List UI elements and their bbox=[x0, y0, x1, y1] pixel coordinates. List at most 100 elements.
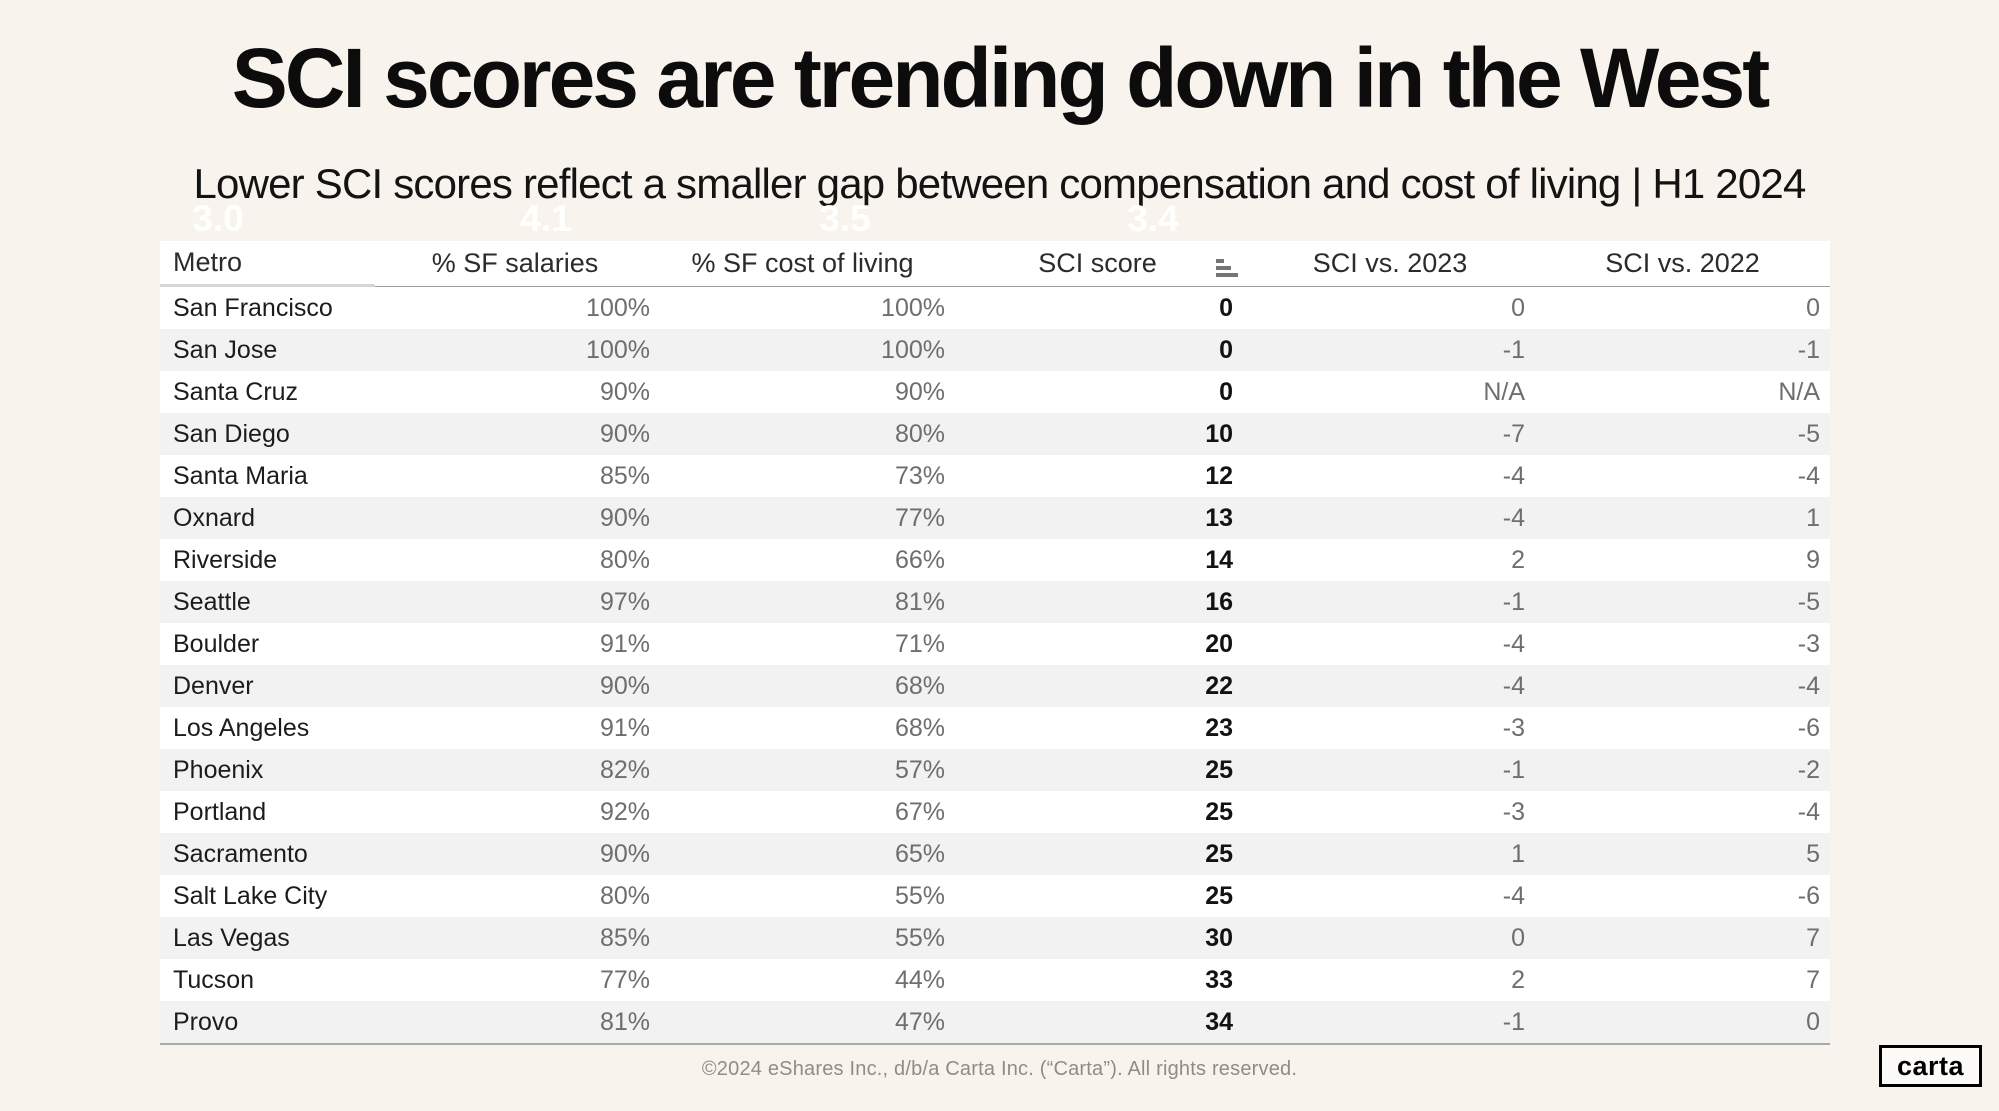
carta-logo: carta bbox=[1879, 1045, 1982, 1087]
cell-sci-vs-2023: 2 bbox=[1511, 965, 1525, 994]
cell-sf-salaries: 91% bbox=[599, 713, 650, 742]
cell-sci-score: 34 bbox=[1205, 1007, 1233, 1036]
cell-sf-salaries: 90% bbox=[599, 377, 650, 406]
cell-sci-score: 0 bbox=[1219, 335, 1233, 364]
column-header-sf-salaries: % SF salaries bbox=[375, 241, 655, 287]
column-header-sci-vs-2023: SCI vs. 2023 bbox=[1245, 241, 1535, 287]
cell-metro: San Jose bbox=[173, 335, 278, 364]
table-row: Santa Maria 85% 73% 12 -4 -4 bbox=[160, 455, 1830, 497]
cell-sf-salaries: 97% bbox=[599, 587, 650, 616]
page-title: SCI scores are trending down in the West bbox=[231, 31, 1770, 125]
cell-sf-cost-of-living: 80% bbox=[894, 419, 945, 448]
cell-metro: Sacramento bbox=[173, 839, 308, 868]
cell-metro: Provo bbox=[173, 1007, 239, 1036]
cell-metro: Los Angeles bbox=[173, 713, 310, 742]
cell-sci-vs-2022: -6 bbox=[1797, 713, 1820, 742]
ghost-label: 4.1 bbox=[520, 198, 572, 239]
cell-sci-vs-2023: -1 bbox=[1502, 755, 1525, 784]
ghost-label: 3.0 bbox=[192, 198, 244, 239]
column-header-sci-vs-2022: SCI vs. 2022 bbox=[1535, 241, 1830, 287]
table-row: Oxnard 90% 77% 13 -4 1 bbox=[160, 497, 1830, 539]
cell-metro: Portland bbox=[173, 797, 267, 826]
cell-sf-salaries: 77% bbox=[599, 965, 650, 994]
cell-sci-vs-2022: -4 bbox=[1797, 797, 1820, 826]
cell-sf-salaries: 92% bbox=[599, 797, 650, 826]
cell-sf-cost-of-living: 67% bbox=[894, 797, 945, 826]
cell-sci-vs-2022: -6 bbox=[1797, 881, 1820, 910]
cell-sf-cost-of-living: 68% bbox=[894, 713, 945, 742]
cell-sf-cost-of-living: 47% bbox=[894, 1007, 945, 1036]
cell-sci-vs-2023: -4 bbox=[1502, 503, 1525, 532]
cell-sci-vs-2022: 0 bbox=[1806, 293, 1820, 322]
ghost-label: 3.4 bbox=[1127, 198, 1179, 239]
table-row: Santa Cruz 90% 90% 0 N/A N/A bbox=[160, 371, 1830, 413]
cell-sf-salaries: 90% bbox=[599, 419, 650, 448]
cell-metro: Las Vegas bbox=[173, 923, 290, 952]
cell-sci-vs-2023: -1 bbox=[1502, 587, 1525, 616]
column-header-sf-cost-of-living: % SF cost of living bbox=[655, 241, 950, 287]
table-row: San Diego 90% 80% 10 -7 -5 bbox=[160, 413, 1830, 455]
table-row: Boulder 91% 71% 20 -4 -3 bbox=[160, 623, 1830, 665]
cell-sci-vs-2023: -3 bbox=[1502, 713, 1525, 742]
cell-sf-cost-of-living: 44% bbox=[894, 965, 945, 994]
cell-sf-cost-of-living: 55% bbox=[894, 881, 945, 910]
sort-ascending-icon[interactable] bbox=[1216, 256, 1238, 277]
cell-sci-vs-2022: 1 bbox=[1806, 503, 1820, 532]
cell-sf-salaries: 90% bbox=[599, 503, 650, 532]
cell-sci-score: 13 bbox=[1205, 503, 1233, 532]
cell-sci-vs-2022: N/A bbox=[1778, 377, 1820, 406]
cell-sci-score: 14 bbox=[1205, 545, 1233, 574]
cell-sci-vs-2022: -3 bbox=[1797, 629, 1820, 658]
cell-sci-vs-2022: -1 bbox=[1797, 335, 1820, 364]
table-row: Las Vegas 85% 55% 30 0 7 bbox=[160, 917, 1830, 959]
cell-metro: Oxnard bbox=[173, 503, 255, 532]
cell-sci-vs-2022: 0 bbox=[1806, 1007, 1820, 1036]
cell-sf-cost-of-living: 65% bbox=[894, 839, 945, 868]
cell-sci-vs-2023: -1 bbox=[1502, 335, 1525, 364]
cell-sci-score: 23 bbox=[1205, 713, 1233, 742]
cell-sci-vs-2023: 2 bbox=[1511, 545, 1525, 574]
table-row: Denver 90% 68% 22 -4 -4 bbox=[160, 665, 1830, 707]
cell-metro: Riverside bbox=[173, 545, 278, 574]
cell-sci-score: 25 bbox=[1205, 797, 1233, 826]
cell-metro: Denver bbox=[173, 671, 254, 700]
cell-sf-cost-of-living: 81% bbox=[894, 587, 945, 616]
cell-sci-score: 30 bbox=[1205, 923, 1233, 952]
table-row: Provo 81% 47% 34 -1 0 bbox=[160, 1001, 1830, 1043]
cell-sci-vs-2023: -3 bbox=[1502, 797, 1525, 826]
cell-metro: Salt Lake City bbox=[173, 881, 328, 910]
cell-sci-vs-2023: -4 bbox=[1502, 461, 1525, 490]
cell-metro: Santa Cruz bbox=[173, 377, 299, 406]
cell-metro: San Diego bbox=[173, 419, 290, 448]
cell-sf-salaries: 82% bbox=[599, 755, 650, 784]
table-row: Seattle 97% 81% 16 -1 -5 bbox=[160, 581, 1830, 623]
cell-sci-vs-2023: -4 bbox=[1502, 881, 1525, 910]
cell-sci-vs-2022: -4 bbox=[1797, 461, 1820, 490]
cell-sf-salaries: 81% bbox=[599, 1007, 650, 1036]
cell-sci-vs-2022: -5 bbox=[1797, 419, 1820, 448]
column-header-sci-score: SCI score bbox=[950, 241, 1245, 287]
cell-sci-vs-2023: -4 bbox=[1502, 629, 1525, 658]
cell-sci-vs-2022: 7 bbox=[1806, 965, 1820, 994]
table-row: Tucson 77% 44% 33 2 7 bbox=[160, 959, 1830, 1001]
table-body: San Francisco 100% 100% 0 0 0 San Jose 100% 100%… bbox=[160, 287, 1830, 1045]
cell-sf-salaries: 80% bbox=[599, 881, 650, 910]
cell-sf-salaries: 85% bbox=[599, 923, 650, 952]
cell-sf-cost-of-living: 68% bbox=[894, 671, 945, 700]
table-row: San Jose 100% 100% 0 -1 -1 bbox=[160, 329, 1830, 371]
cell-sci-score: 25 bbox=[1205, 839, 1233, 868]
ghost-label: 3.5 bbox=[819, 198, 871, 239]
cell-metro: Boulder bbox=[173, 629, 260, 658]
cell-sci-score: 0 bbox=[1219, 377, 1233, 406]
cell-sf-cost-of-living: 71% bbox=[894, 629, 945, 658]
cell-sci-score: 25 bbox=[1205, 755, 1233, 784]
cell-sci-vs-2022: 5 bbox=[1806, 839, 1820, 868]
cell-sf-salaries: 100% bbox=[586, 335, 650, 364]
cell-sci-vs-2022: -4 bbox=[1797, 671, 1820, 700]
cell-sci-score: 16 bbox=[1205, 587, 1233, 616]
cell-sci-score: 10 bbox=[1205, 419, 1233, 448]
cell-metro: Seattle bbox=[173, 587, 251, 616]
cell-sci-vs-2023: -4 bbox=[1502, 671, 1525, 700]
table-row: San Francisco 100% 100% 0 0 0 bbox=[160, 287, 1830, 329]
